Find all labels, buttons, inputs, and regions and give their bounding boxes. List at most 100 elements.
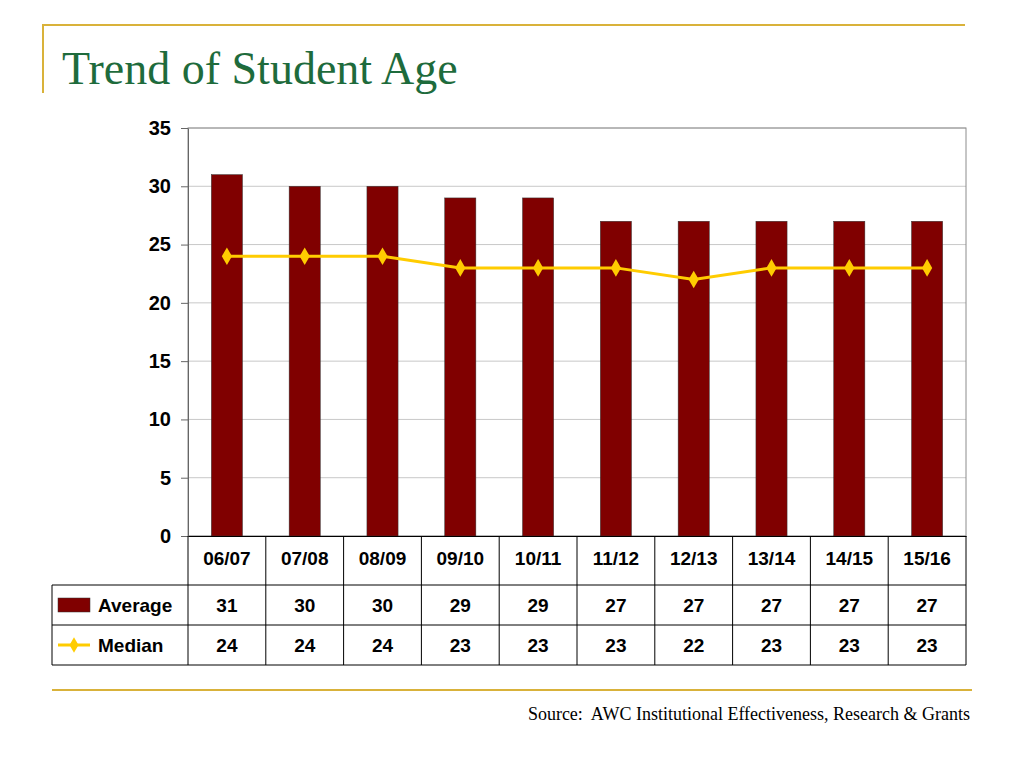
tick-mark: [181, 536, 188, 537]
marker: [533, 259, 543, 277]
table-rule: [52, 665, 966, 666]
bar: [211, 175, 242, 536]
tick: 12/13: [670, 548, 718, 569]
tick-label: 10: [149, 408, 171, 430]
tick: 5: [160, 467, 188, 489]
marker: [455, 259, 465, 277]
tick: 20: [149, 292, 188, 314]
table-rule: [888, 536, 889, 665]
tick-label: 0: [160, 525, 171, 547]
tick-mark: [181, 303, 188, 304]
tick-mark: [181, 245, 188, 246]
data-table: Average31303029292727272727Median2424242…: [52, 536, 966, 665]
table-rule: [966, 536, 967, 665]
data-label: 27: [839, 595, 860, 616]
marker: [300, 247, 310, 265]
tick: 10/11: [515, 548, 562, 569]
marker: [377, 247, 387, 265]
table-rule: [810, 536, 811, 665]
marker: [844, 259, 854, 277]
tick-label: 09/10: [437, 548, 485, 569]
header-rule: [42, 24, 965, 26]
tick-label: 10/11: [515, 548, 562, 569]
data-label: 27: [683, 595, 704, 616]
table-rule: [732, 536, 733, 665]
tick-label: 20: [149, 292, 171, 314]
tick: 15: [149, 350, 188, 372]
axis-line: [188, 129, 189, 537]
footer-rule: [52, 689, 972, 691]
tick: 13/14: [748, 548, 796, 569]
table-rule: [343, 536, 344, 665]
tick: 35: [149, 117, 188, 139]
data-label: 23: [605, 635, 626, 656]
table-rule: [654, 536, 655, 665]
legend-label: Average: [98, 595, 172, 616]
tick: 08/09: [359, 548, 407, 569]
grid: [188, 128, 966, 536]
tick-mark: [181, 186, 188, 187]
data-label: 27: [917, 595, 938, 616]
table-rule: [421, 536, 422, 665]
bar: [523, 198, 554, 536]
data-label: 23: [839, 635, 860, 656]
legend-label: Median: [98, 635, 163, 656]
tick: 06/07: [203, 548, 251, 569]
table-rule: [188, 536, 189, 665]
marker: [922, 259, 932, 277]
tick-label: 15/16: [903, 548, 951, 569]
data-label: 29: [450, 595, 471, 616]
data-label: 24: [294, 635, 316, 656]
table-rule: [52, 625, 966, 626]
bar: [678, 221, 709, 536]
legend-marker: [70, 637, 79, 653]
y-axis: 0 5 10 15 20 25 30 35: [149, 117, 189, 547]
line: [227, 256, 927, 279]
tick-mark: [181, 128, 188, 129]
marker: [689, 271, 699, 289]
table-rule: [499, 536, 500, 665]
header-side-rule: [42, 25, 44, 93]
data-label: 23: [917, 635, 938, 656]
data-label: 23: [761, 635, 782, 656]
marker: [611, 259, 621, 277]
data-label: 24: [216, 635, 238, 656]
marker: [222, 247, 232, 265]
tick: 09/10: [437, 548, 485, 569]
tick: 0: [160, 525, 188, 547]
tick-label: 30: [149, 175, 171, 197]
tick-label: 5: [160, 467, 171, 489]
tick-label: 08/09: [359, 548, 407, 569]
tick-mark: [181, 361, 188, 362]
bar: [367, 186, 398, 536]
tick: 15/16: [903, 548, 951, 569]
legend-swatch: [58, 598, 90, 612]
data-label: 23: [450, 635, 471, 656]
table-rule: [52, 585, 966, 586]
data-label: 30: [294, 595, 315, 616]
tick-label: 15: [149, 350, 171, 372]
tick: 10: [149, 408, 188, 430]
source-note: Source: AWC Institutional Effectiveness,…: [528, 704, 970, 724]
tick-label: 14/15: [826, 548, 874, 569]
tick-label: 13/14: [748, 548, 796, 569]
tick-label: 07/08: [281, 548, 329, 569]
tick: 30: [149, 175, 188, 197]
tick-label: 11/12: [593, 548, 640, 569]
plot-marks: [211, 175, 942, 536]
tick: 14/15: [826, 548, 874, 569]
chart: Trend of Student Age Source: AWC Institut…: [0, 0, 1024, 768]
data-label: 23: [528, 635, 549, 656]
marker: [766, 259, 776, 277]
plot-frame: [188, 128, 966, 536]
tick-mark: [181, 478, 188, 479]
data-label: 22: [683, 635, 704, 656]
data-label: 27: [761, 595, 782, 616]
data-label: 31: [216, 595, 238, 616]
tick: 25: [149, 233, 188, 255]
tick-label: 25: [149, 233, 171, 255]
tick-label: 35: [149, 117, 171, 139]
data-label: 30: [372, 595, 393, 616]
title: Trend of Student Age: [62, 43, 458, 94]
bar: [289, 186, 320, 536]
